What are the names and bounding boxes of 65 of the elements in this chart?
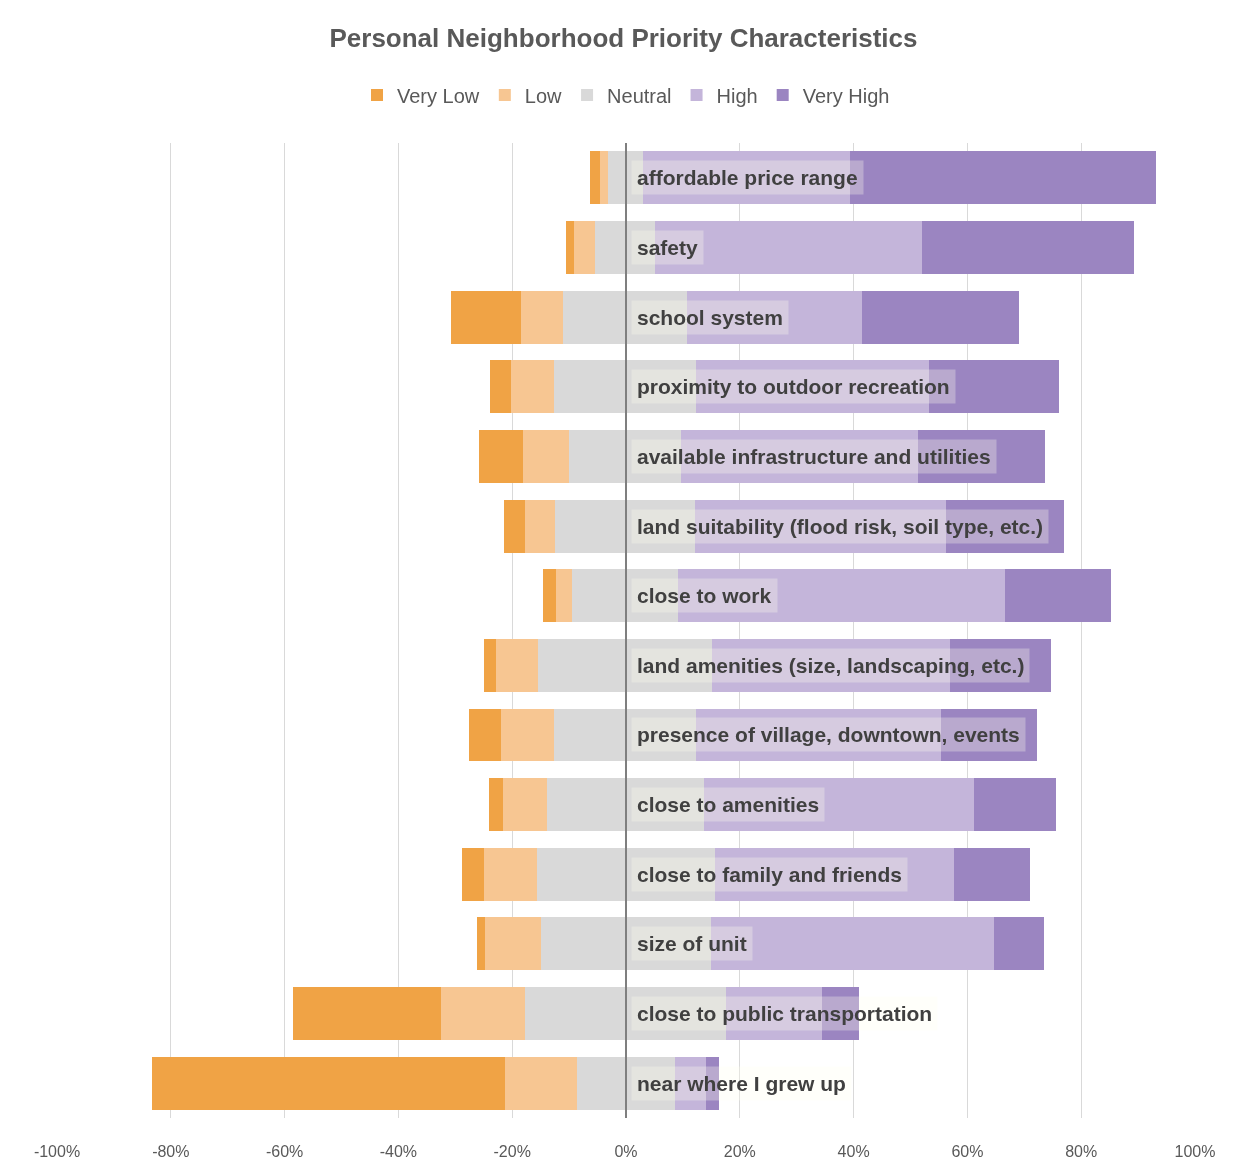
x-tick-label: 80% bbox=[1065, 1143, 1098, 1160]
bar bbox=[152, 1057, 505, 1110]
x-tick-label: 40% bbox=[837, 1143, 870, 1160]
bar bbox=[556, 569, 572, 622]
bar bbox=[462, 848, 484, 901]
x-tick-label: 100% bbox=[1174, 1143, 1216, 1160]
bar bbox=[543, 569, 556, 622]
legend-label: High bbox=[716, 84, 758, 107]
bar bbox=[441, 987, 525, 1040]
x-tick-label: 20% bbox=[723, 1143, 756, 1160]
x-tick-label: -40% bbox=[379, 1143, 418, 1160]
bar bbox=[974, 778, 1056, 831]
bar bbox=[485, 917, 541, 970]
bar bbox=[994, 917, 1044, 970]
bar bbox=[922, 221, 1134, 274]
y-tick-label: safety bbox=[637, 236, 699, 259]
bar bbox=[501, 709, 554, 761]
x-tick-label: -100% bbox=[33, 1143, 81, 1160]
bar bbox=[590, 151, 600, 204]
y-tick-label: presence of village, downtown, events bbox=[637, 723, 1020, 746]
y-tick-label: land amenities (size, landscaping, etc.) bbox=[637, 654, 1025, 677]
bar bbox=[600, 151, 608, 204]
bar bbox=[505, 1057, 577, 1110]
x-tick-label: -20% bbox=[493, 1143, 531, 1160]
bar bbox=[523, 430, 569, 483]
y-tick-label: land suitability (flood risk, soil type, etc.) bbox=[637, 515, 1044, 538]
bar bbox=[451, 291, 521, 344]
legend-label: Neutral bbox=[607, 84, 672, 107]
bar bbox=[862, 291, 1019, 344]
x-tick-label: 0% bbox=[614, 1143, 638, 1160]
bar bbox=[511, 360, 554, 413]
bar bbox=[566, 221, 574, 274]
legend-label: Low bbox=[524, 84, 563, 107]
x-tick-label: -80% bbox=[152, 1143, 190, 1160]
bar bbox=[496, 639, 538, 692]
bar bbox=[484, 639, 496, 692]
y-tick-label: close to work bbox=[637, 584, 772, 607]
bar bbox=[954, 848, 1030, 901]
y-tick-label: affordable price range bbox=[637, 166, 858, 189]
bar bbox=[479, 430, 523, 483]
bar bbox=[504, 500, 525, 553]
legend-label: Very Low bbox=[397, 84, 480, 107]
bar bbox=[521, 291, 563, 344]
bar bbox=[489, 778, 503, 831]
x-tick-label: -60% bbox=[265, 1143, 304, 1160]
chart-title: Personal Neighborhood Priority Characteristics bbox=[329, 23, 918, 54]
y-tick-label: close to family and friends bbox=[637, 863, 902, 886]
y-tick-label: near where I grew up bbox=[637, 1072, 846, 1095]
bar bbox=[477, 917, 485, 970]
x-tick-label: 60% bbox=[951, 1143, 984, 1160]
y-tick-label: proximity to outdoor recreation bbox=[637, 375, 950, 398]
y-tick-label: school system bbox=[637, 306, 783, 329]
bar bbox=[1005, 569, 1111, 622]
y-tick-label: close to amenities bbox=[637, 793, 820, 816]
bar bbox=[574, 221, 595, 274]
bar bbox=[469, 709, 501, 761]
y-tick-label: close to public transportation bbox=[637, 1002, 933, 1025]
bar bbox=[484, 848, 537, 901]
y-tick-label: available infrastructure and utilities bbox=[637, 445, 991, 468]
legend-label: Very High bbox=[802, 84, 890, 107]
bar bbox=[503, 778, 547, 831]
bar bbox=[293, 987, 441, 1040]
bar bbox=[490, 360, 511, 413]
bar bbox=[525, 500, 555, 553]
y-tick-label: size of unit bbox=[637, 932, 747, 955]
